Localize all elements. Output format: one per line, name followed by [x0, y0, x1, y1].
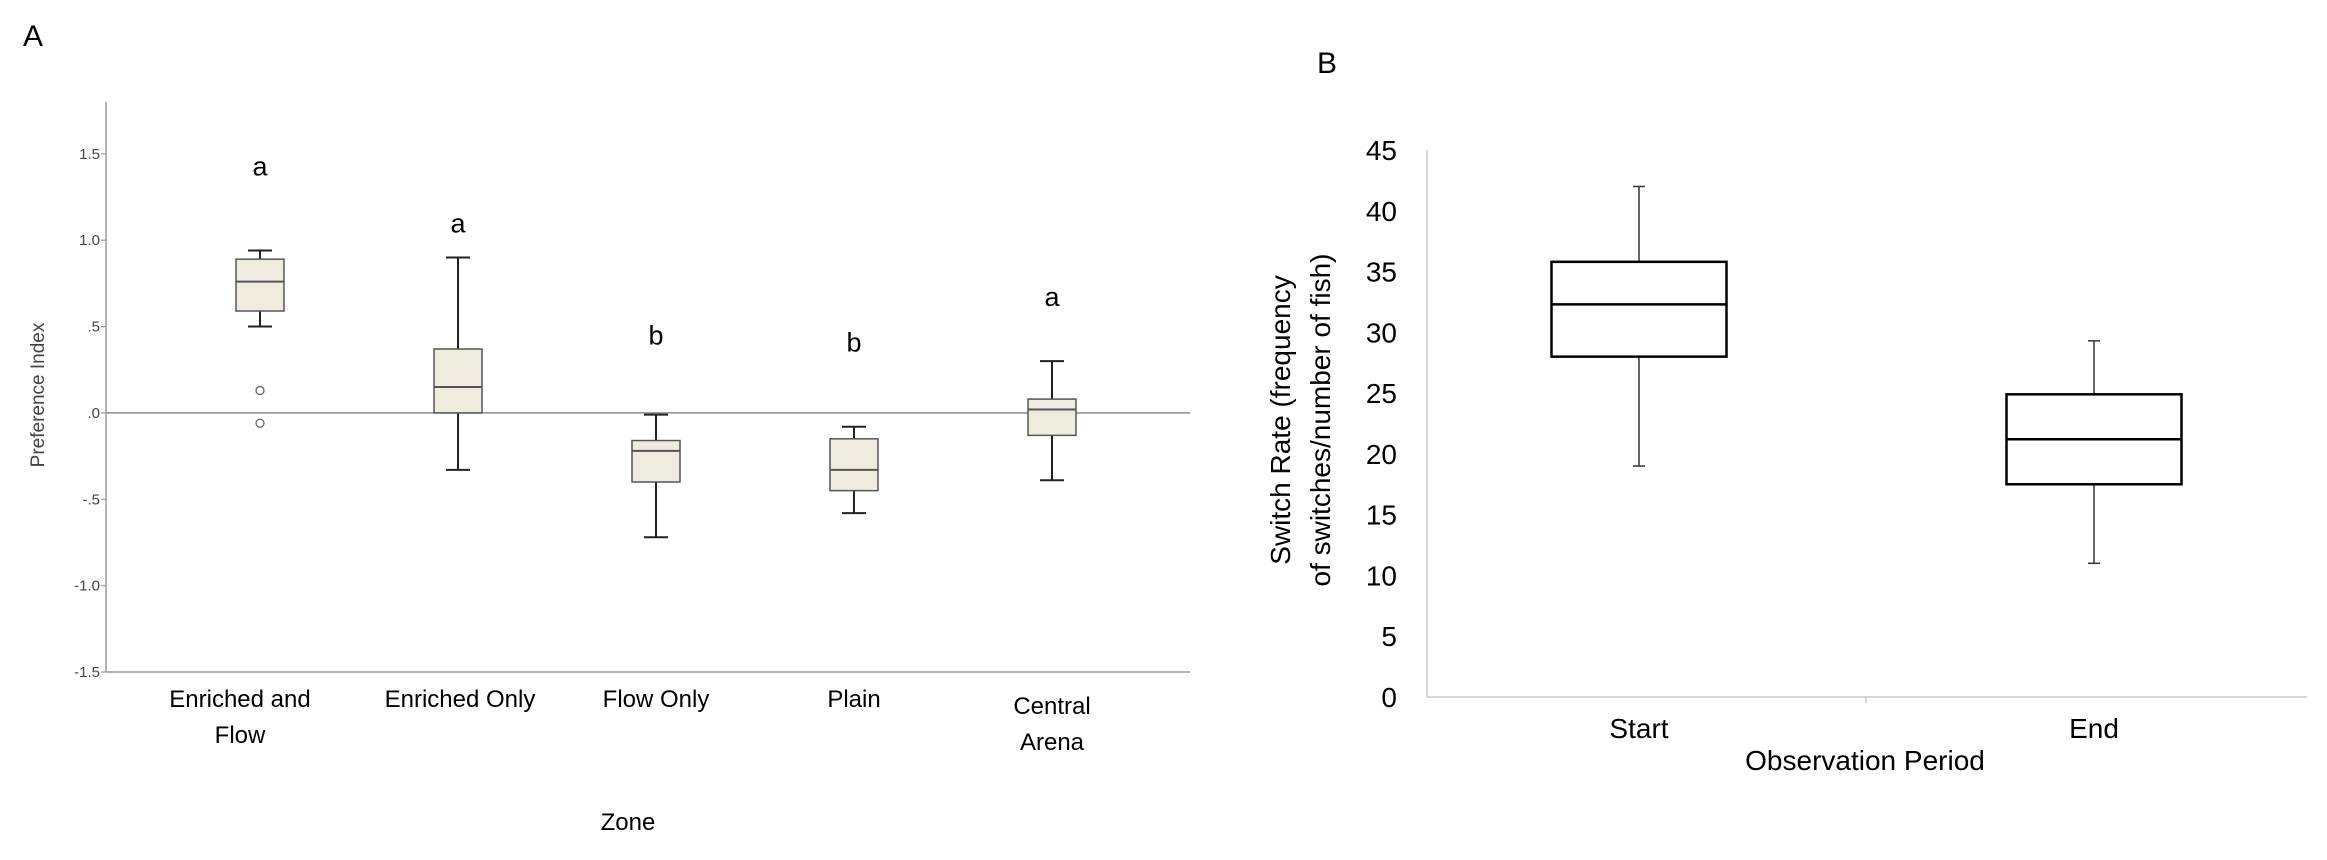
- y-tick-label: 30: [1366, 317, 1397, 348]
- outlier-point: [255, 385, 265, 396]
- box-2: a Enriched Only: [385, 208, 536, 713]
- y-tick-label: 0: [1381, 682, 1397, 713]
- iqr-box: [631, 439, 681, 483]
- box-1: a Enriched and Flow: [169, 152, 310, 749]
- y-tick-label: 1.0: [79, 232, 100, 249]
- x-category-label: Start: [1609, 713, 1668, 744]
- y-tick-label: .5: [87, 319, 100, 336]
- y-tick-label: 25: [1366, 378, 1397, 409]
- x-category-label: Arena: [1020, 729, 1085, 756]
- y-tick-label: 35: [1366, 257, 1397, 288]
- iqr-box: [433, 348, 483, 414]
- y-tick-label: -1.5: [74, 664, 100, 681]
- x-axis-label: Observation Period: [1745, 745, 1985, 776]
- iqr-box: [1550, 260, 1728, 358]
- y-axis-label: of switches/number of fish): [1305, 253, 1336, 586]
- iqr-box: [829, 438, 879, 492]
- y-tick-label: .0: [87, 405, 100, 422]
- box-5: a Central Arena: [1013, 282, 1090, 756]
- y-tick-label: 20: [1366, 439, 1397, 470]
- x-axis-label: Zone: [601, 809, 656, 836]
- y-axis-label: Preference Index: [28, 322, 49, 467]
- significance-letter: a: [252, 152, 268, 182]
- x-category-label: Flow Only: [603, 686, 710, 713]
- x-category-label: End: [2069, 713, 2119, 744]
- significance-letter: a: [450, 208, 466, 238]
- y-tick-label: -.5: [82, 491, 100, 508]
- panel-letter-a: A: [23, 20, 44, 53]
- y-tick-label: 5: [1381, 621, 1397, 652]
- y-tick-label: 40: [1366, 196, 1397, 227]
- y-tick-label: 45: [1366, 135, 1397, 166]
- significance-letter: b: [846, 328, 861, 358]
- panel-letter-b: B: [1317, 47, 1338, 80]
- significance-letter: a: [1044, 282, 1060, 312]
- x-category-label: Central: [1013, 693, 1090, 720]
- x-category-label: Flow: [215, 722, 266, 749]
- box-4: b Plain: [827, 328, 880, 713]
- y-tick-label: 15: [1366, 500, 1397, 531]
- iqr-box: [235, 258, 285, 312]
- y-tick-label: -1.0: [74, 578, 100, 595]
- y-axis-label: Switch Rate (frequency: [1265, 275, 1296, 564]
- x-category-label: Enriched and: [169, 686, 310, 713]
- significance-letter: b: [648, 321, 663, 351]
- box-3: b Flow Only: [603, 321, 710, 713]
- y-tick-label: 10: [1366, 560, 1397, 591]
- x-category-label: Enriched Only: [385, 686, 536, 713]
- box-end: End: [2005, 340, 2183, 744]
- outlier-point: [255, 418, 265, 428]
- x-category-label: Plain: [827, 686, 880, 713]
- box-start: Start: [1550, 185, 1728, 744]
- iqr-box: [1027, 398, 1077, 437]
- y-tick-label: 1.5: [79, 146, 100, 163]
